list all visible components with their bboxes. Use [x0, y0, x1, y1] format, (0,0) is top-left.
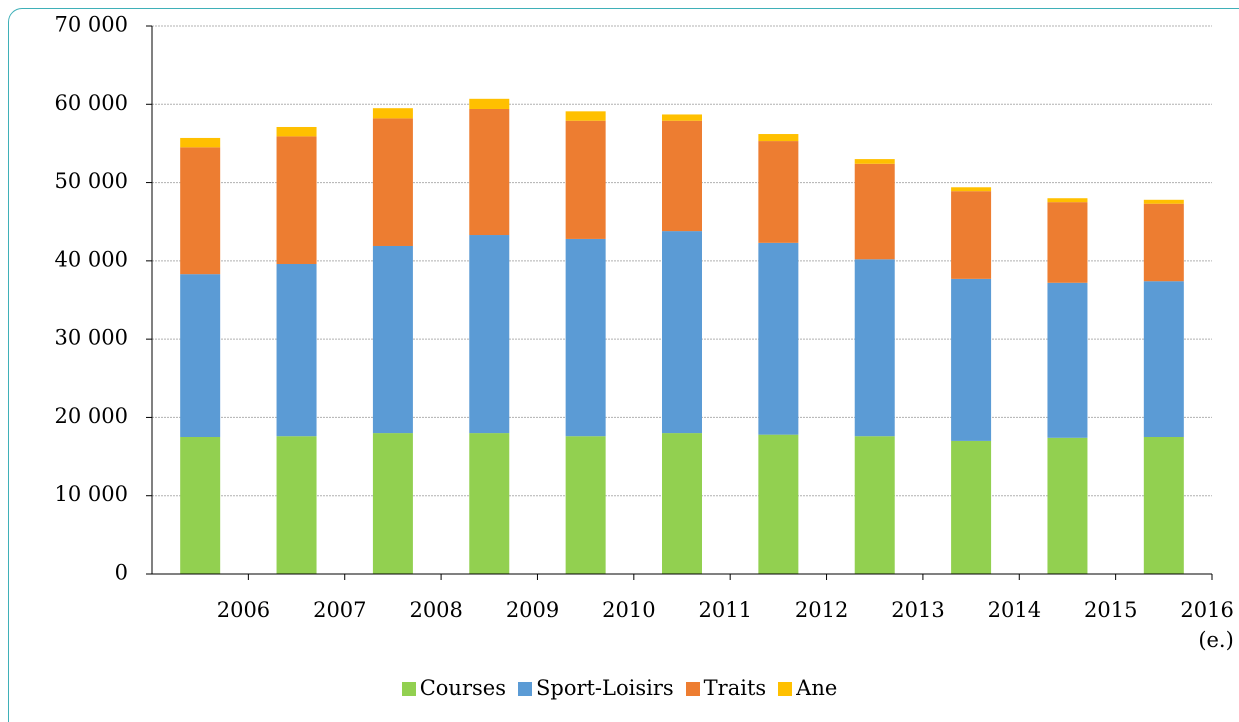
- bar-segment: [758, 141, 799, 243]
- bar-segment: [469, 235, 510, 434]
- bar-segment: [469, 108, 510, 236]
- bar-segment: [1047, 198, 1088, 203]
- x-tick-label: 2008: [409, 598, 463, 622]
- legend-label: Traits: [703, 676, 767, 700]
- legend-item: Courses: [401, 676, 506, 700]
- bar-segment: [951, 187, 992, 192]
- bar-segment: [180, 274, 221, 437]
- x-tick-label: 2009: [505, 598, 560, 622]
- legend-label: Ane: [796, 676, 838, 700]
- y-tick-label: 10 000: [55, 482, 128, 506]
- legend-item: Ane: [778, 676, 837, 700]
- bar-segment: [1047, 282, 1088, 438]
- y-tick-label: 70 000: [55, 13, 128, 37]
- bar-segment: [372, 118, 413, 246]
- bar-segment: [180, 147, 221, 275]
- y-tick-label: 0: [115, 561, 128, 585]
- bar-segment: [1047, 437, 1088, 574]
- bar-segment: [854, 436, 895, 574]
- bar-segment: [276, 263, 317, 437]
- x-tick-label: 2006: [216, 598, 271, 622]
- bar-segment: [854, 163, 895, 260]
- bar-segment: [565, 111, 606, 121]
- bar-segment: [372, 433, 413, 574]
- legend-label: Courses: [419, 676, 506, 700]
- legend-swatch: [685, 682, 700, 696]
- legend-swatch: [778, 682, 793, 696]
- bar-segment: [1047, 202, 1088, 283]
- bar-segment: [276, 436, 317, 574]
- x-tick-label: 2010: [602, 598, 656, 622]
- bar-segment: [1143, 199, 1184, 204]
- frame: [8, 8, 1239, 722]
- bar-segment: [951, 278, 992, 441]
- bar-segment: [372, 108, 413, 119]
- bar-segment: [469, 98, 510, 109]
- x-tick-label: 2012: [794, 598, 849, 622]
- x-tick-label: 2014: [987, 598, 1042, 622]
- bar-segment: [758, 242, 799, 435]
- y-tick-label: 40 000: [55, 247, 128, 271]
- bar-segment: [758, 134, 799, 142]
- bar-segment: [276, 126, 317, 137]
- y-tick-label: 60 000: [55, 91, 128, 115]
- legend-swatch: [517, 682, 532, 696]
- y-tick-label: 30 000: [55, 326, 128, 350]
- bar-segment: [662, 114, 702, 121]
- legend-item: Traits: [685, 676, 767, 700]
- bar-segment: [180, 137, 221, 148]
- x-tick-label: 2013: [891, 598, 945, 622]
- x-tick-label: 2011: [698, 598, 752, 622]
- legend-swatch: [401, 682, 416, 696]
- bar-segment: [1143, 203, 1184, 282]
- bar-segment: [565, 436, 606, 574]
- y-tick-label: 50 000: [55, 169, 128, 193]
- bar-segment: [276, 136, 317, 264]
- bar-segment: [180, 437, 221, 574]
- bar-segment: [662, 433, 702, 574]
- bar-segment: [662, 231, 702, 434]
- bar-segment: [951, 440, 992, 574]
- bar-segment: [758, 434, 799, 574]
- bar-segment: [854, 259, 895, 437]
- bar-segment: [1143, 437, 1184, 574]
- bar-segment: [854, 159, 895, 164]
- bar-segment: [469, 433, 510, 574]
- y-tick-label: 20 000: [55, 404, 128, 428]
- bar-segment: [951, 191, 992, 279]
- x-tick-label: 2016 (e.): [1180, 598, 1234, 652]
- x-tick-label: 2007: [313, 598, 367, 622]
- bar-segment: [662, 120, 702, 232]
- bar-segment: [565, 120, 606, 239]
- bar-segment: [372, 245, 413, 434]
- legend: Courses Sport-Loisirs Traits Ane: [0, 676, 1239, 700]
- legend-item: Sport-Loisirs: [517, 676, 674, 700]
- bar-segment: [565, 238, 606, 437]
- bar-segment: [1143, 281, 1184, 437]
- legend-label: Sport-Loisirs: [535, 676, 674, 700]
- x-tick-label: 2015: [1084, 598, 1138, 622]
